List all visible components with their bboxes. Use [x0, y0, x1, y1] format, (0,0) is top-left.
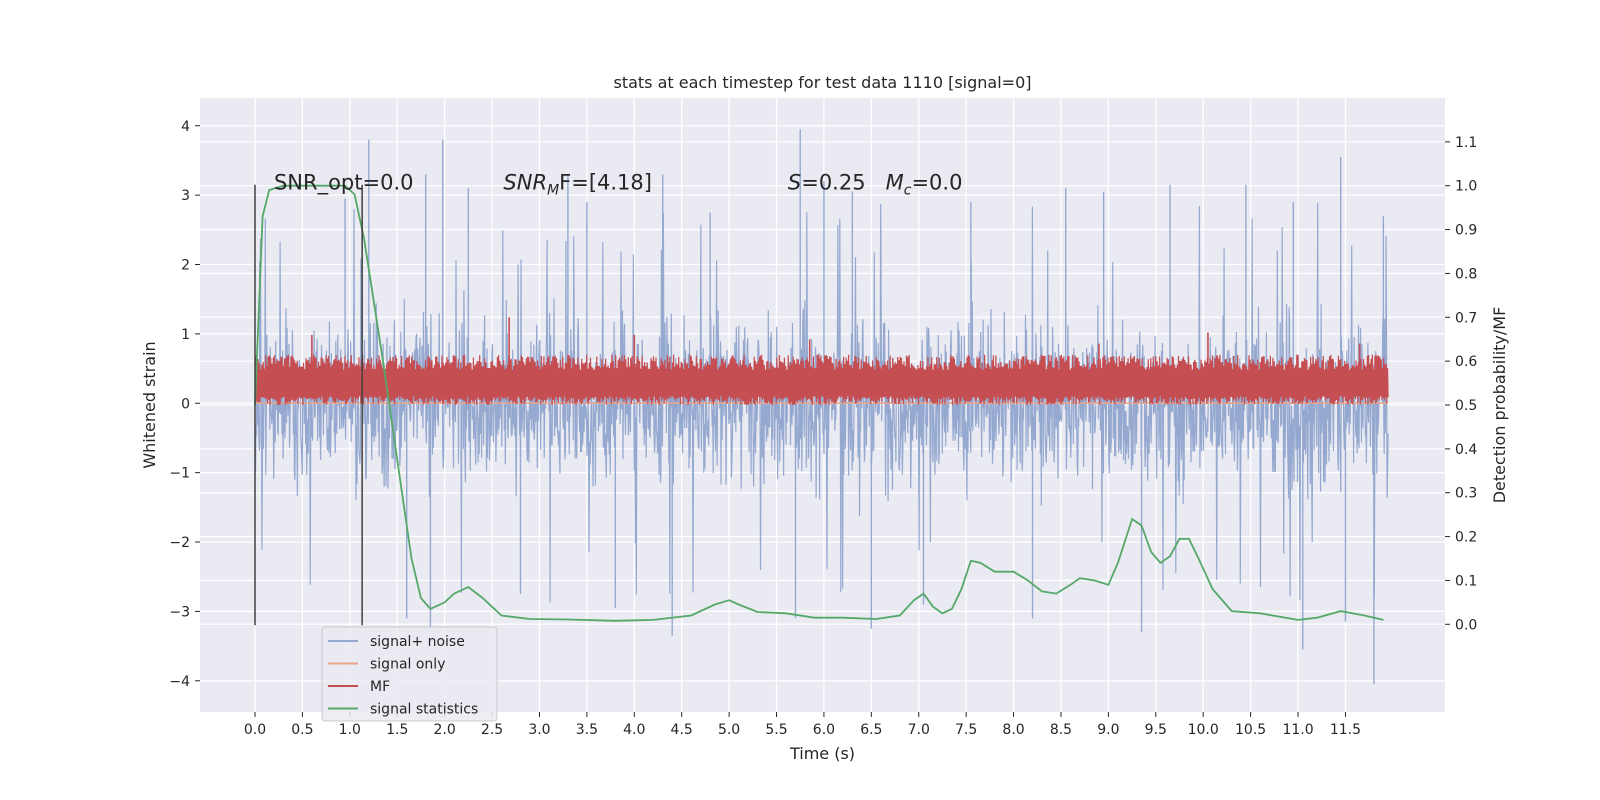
- annotation-snr-mf: SNRMF=[4.18]: [503, 170, 652, 198]
- x-tick-label: 10.5: [1235, 722, 1266, 738]
- x-tick-label: 1.5: [386, 722, 408, 738]
- y-axis-left: −4 −3 −2 −1 0 1 2 3 4: [169, 119, 200, 690]
- y2-tick-label: 0.6: [1455, 354, 1477, 370]
- series-mf-trace: [254, 354, 1389, 406]
- y2-tick-label: 0.1: [1455, 573, 1477, 589]
- x-tick-label: 5.5: [765, 722, 787, 738]
- x-tick-label: 6.0: [813, 722, 835, 738]
- y-tick-label: −4: [169, 674, 190, 690]
- y2-tick-label: 1.1: [1455, 135, 1477, 151]
- y-axis-right: 0.0 0.1 0.2 0.3 0.4 0.5 0.6 0.7 0.8 0.9 1.0 1.1: [1445, 135, 1477, 633]
- x-tick-label: 3.5: [576, 722, 598, 738]
- chart-title: stats at each timestep for test data 111…: [613, 73, 1031, 92]
- y-tick-label: −2: [169, 535, 190, 551]
- legend-label: signal only: [370, 657, 445, 673]
- x-tick-label: 10.0: [1188, 722, 1219, 738]
- x-axis: 0.0 0.5 1.0 1.5 2.0 2.5 3.0 3.5 4.0 4.5 5.0 5.5 6.0 6…: [244, 712, 1361, 738]
- y-tick-label: −1: [169, 466, 190, 482]
- y2-tick-label: 0.7: [1455, 310, 1477, 326]
- y-tick-label: −3: [169, 604, 190, 620]
- x-tick-label: 4.0: [623, 722, 645, 738]
- legend-label: signal statistics: [370, 702, 478, 718]
- y2-tick-label: 0.0: [1455, 617, 1477, 633]
- y2-axis-label: Detection probability/MF: [1490, 307, 1509, 504]
- x-tick-label: 2.0: [434, 722, 456, 738]
- annotation-s-mc: S=0.25 Mc=0.0: [788, 170, 963, 198]
- x-axis-label: Time (s): [789, 744, 855, 763]
- x-tick-label: 8.0: [1002, 722, 1024, 738]
- x-tick-label: 3.0: [528, 722, 550, 738]
- x-tick-label: 5.0: [718, 722, 740, 738]
- x-tick-label: 9.5: [1145, 722, 1167, 738]
- y2-tick-label: 0.5: [1455, 398, 1477, 414]
- x-tick-label: 11.0: [1282, 722, 1313, 738]
- y2-tick-label: 0.2: [1455, 530, 1477, 546]
- x-tick-label: 0.5: [291, 722, 313, 738]
- x-tick-label: 7.5: [955, 722, 977, 738]
- x-tick-label: 8.5: [1050, 722, 1072, 738]
- y2-tick-label: 0.9: [1455, 223, 1477, 239]
- x-tick-label: 7.0: [908, 722, 930, 738]
- y-tick-label: 2: [181, 258, 190, 274]
- x-tick-label: 9.0: [1097, 722, 1119, 738]
- series-mf: [254, 317, 1389, 406]
- y-tick-label: 1: [181, 327, 190, 343]
- y2-tick-label: 0.8: [1455, 266, 1477, 282]
- series-signal-statistics: [254, 184, 1384, 622]
- series-layer: [254, 129, 1389, 685]
- y2-tick-label: 0.4: [1455, 442, 1477, 458]
- annotation-layer: SNR_opt=0.0 SNRMF=[4.18] S=0.25 Mc=0.0: [274, 170, 962, 198]
- y-tick-label: 4: [181, 119, 190, 135]
- annotation-snr-opt: SNR_opt=0.0: [274, 170, 414, 195]
- y2-tick-label: 0.3: [1455, 486, 1477, 502]
- legend: signal+ noise signal only MF signal statist…: [321, 626, 498, 722]
- legend-box: [321, 626, 498, 722]
- x-tick-label: 1.0: [339, 722, 361, 738]
- x-tick-label: 6.5: [860, 722, 882, 738]
- y-axis-label: Whitened strain: [140, 341, 159, 468]
- marker-layer: [254, 184, 363, 626]
- x-tick-label: 4.5: [671, 722, 693, 738]
- y-tick-label: 0: [181, 396, 190, 412]
- grid-lines: [200, 98, 1445, 712]
- x-tick-label: 2.5: [481, 722, 503, 738]
- x-tick-label: 0.0: [244, 722, 266, 738]
- y-tick-label: 3: [181, 188, 190, 204]
- y2-tick-label: 1.0: [1455, 179, 1477, 195]
- legend-label: MF: [370, 679, 390, 695]
- x-tick-label: 11.5: [1330, 722, 1361, 738]
- legend-label: signal+ noise: [370, 634, 465, 650]
